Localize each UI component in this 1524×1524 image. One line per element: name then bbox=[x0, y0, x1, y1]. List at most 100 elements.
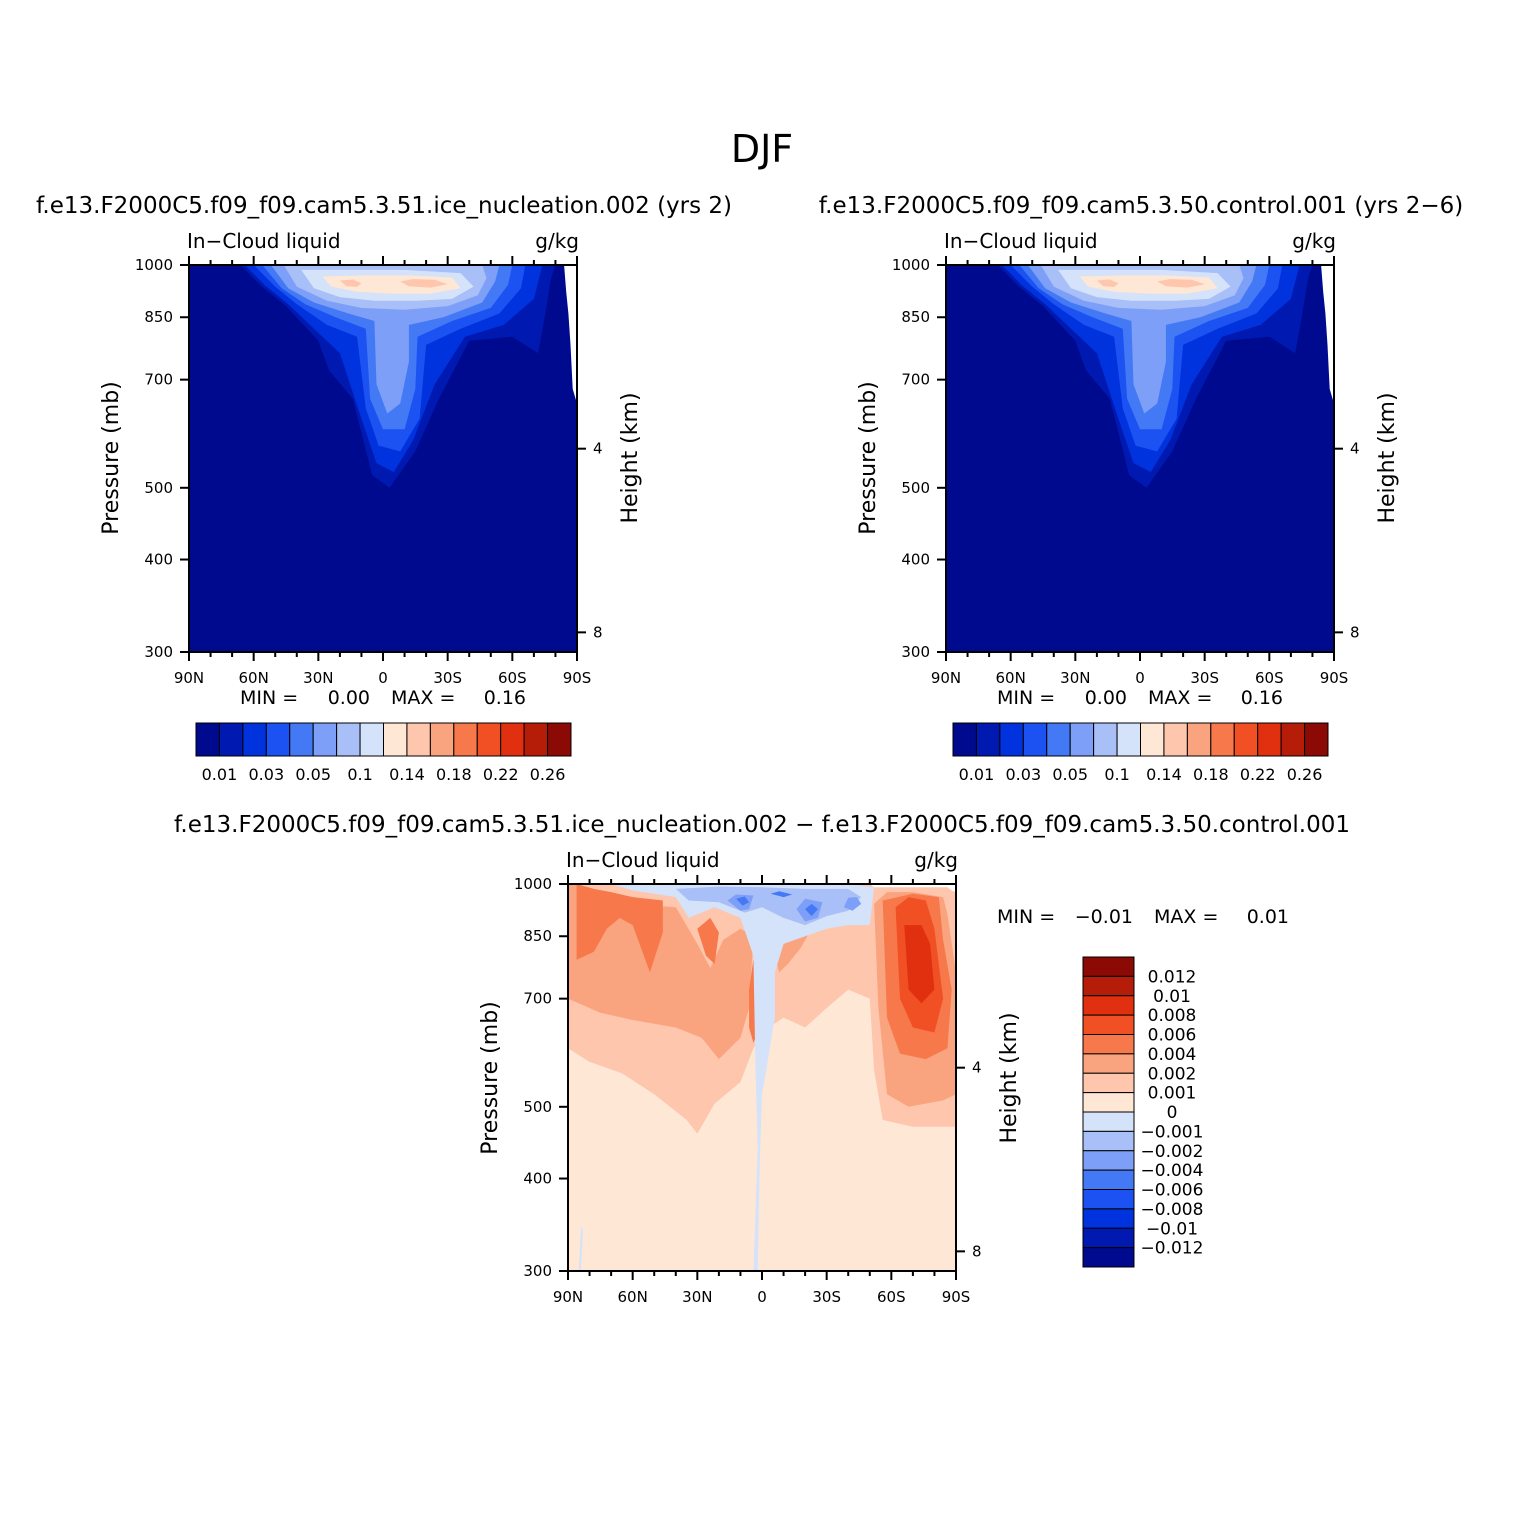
x-tick-label: 30S bbox=[433, 669, 462, 687]
colorbar-swatch bbox=[500, 722, 525, 757]
contour-fill bbox=[736, 896, 750, 906]
y-tick-label: 700 bbox=[901, 371, 930, 389]
x-tick-label: 30S bbox=[1190, 669, 1219, 687]
colorbar-label: 0.1 bbox=[347, 765, 372, 784]
min-label: MIN = bbox=[997, 906, 1055, 928]
x-tick-label: 60N bbox=[996, 669, 1026, 687]
colorbar-label: 0.26 bbox=[1287, 765, 1323, 784]
contour-fill bbox=[1157, 279, 1205, 288]
colorbar-swatch bbox=[336, 722, 361, 757]
units-label: g/kg bbox=[1292, 229, 1336, 253]
y2-axis-label: Height (km) bbox=[1375, 392, 1400, 523]
colorbar-label: 0.18 bbox=[1193, 765, 1229, 784]
colorbar-swatch bbox=[952, 722, 977, 757]
colorbar-label: −0.01 bbox=[1146, 1219, 1198, 1239]
min-label: MIN = bbox=[997, 687, 1055, 709]
colorbar-swatch bbox=[1082, 1189, 1135, 1210]
x-tick-label: 30S bbox=[812, 1288, 841, 1306]
colorbar-swatch bbox=[1186, 722, 1212, 757]
y-tick-label: 300 bbox=[144, 643, 173, 661]
y-tick-label: 500 bbox=[144, 479, 173, 497]
min-value: 0.00 bbox=[328, 687, 370, 709]
y-tick-label: 700 bbox=[523, 990, 552, 1008]
y-tick-label: 1000 bbox=[135, 256, 173, 274]
y-tick-label: 850 bbox=[144, 308, 173, 326]
colorbar-label: 0.004 bbox=[1148, 1045, 1197, 1065]
min-value: 0.00 bbox=[1085, 687, 1127, 709]
colorbar-swatch bbox=[1082, 1169, 1135, 1190]
y-axis: 300 400 500 700 850 1000 bbox=[135, 256, 189, 661]
y2-tick-label: 8 bbox=[972, 1242, 982, 1260]
chart-panel-left: f.e13.F2000C5.f09_f09.cam5.3.51.ice_nucl… bbox=[36, 193, 732, 784]
y2-tick-label: 8 bbox=[593, 623, 603, 641]
y-tick-label: 400 bbox=[901, 551, 930, 569]
missing-data-region bbox=[564, 265, 577, 404]
x-tick-label: 90N bbox=[174, 669, 204, 687]
variable-label: In−Cloud liquid bbox=[187, 229, 341, 253]
colorbar-label: 0.03 bbox=[249, 765, 285, 784]
y-tick-label: 300 bbox=[523, 1262, 552, 1280]
y-tick-label: 500 bbox=[901, 479, 930, 497]
y-tick-label: 300 bbox=[901, 643, 930, 661]
colorbar-swatch bbox=[1082, 1227, 1135, 1249]
colorbar-label: 0.14 bbox=[389, 765, 425, 784]
max-label: MAX = bbox=[1148, 687, 1212, 709]
max-value: 0.16 bbox=[1241, 687, 1283, 709]
y2-axis-label: Height (km) bbox=[618, 392, 643, 523]
colorbar-swatch bbox=[1093, 722, 1118, 757]
colorbar-swatch bbox=[1116, 722, 1141, 757]
colorbar-label: 0 bbox=[1167, 1103, 1178, 1123]
contour-fill bbox=[568, 884, 754, 1060]
contour-fill bbox=[843, 897, 862, 911]
colorbar-swatch bbox=[1082, 1092, 1135, 1113]
x-axis: 90N 60N 30N 0 30S 60S 90S bbox=[553, 875, 970, 1306]
chart-title: f.e13.F2000C5.f09_f09.cam5.3.51.ice_nucl… bbox=[174, 812, 1350, 838]
colorbar-label: −0.001 bbox=[1141, 1122, 1204, 1142]
colorbar-swatch bbox=[523, 722, 549, 757]
colorbar-label: 0.01 bbox=[202, 765, 238, 784]
x-tick-label: 90S bbox=[942, 1288, 971, 1306]
colorbar-swatch bbox=[289, 722, 314, 757]
y-tick-label: 400 bbox=[523, 1170, 552, 1188]
colorbar-label: 0.01 bbox=[1153, 987, 1191, 1007]
contour-fill bbox=[904, 925, 935, 1004]
y2-axis: 48 bbox=[577, 440, 603, 641]
colorbar-swatch bbox=[1082, 1014, 1135, 1035]
contour-fill bbox=[578, 1226, 584, 1271]
contour-fill bbox=[1096, 279, 1119, 287]
y2-axis: 48 bbox=[956, 1059, 982, 1260]
colorbar-swatch bbox=[1140, 722, 1165, 757]
y2-tick-label: 4 bbox=[593, 440, 603, 458]
y-tick-label: 700 bbox=[144, 371, 173, 389]
y-tick-label: 500 bbox=[523, 1098, 552, 1116]
colorbar-swatch bbox=[383, 722, 408, 757]
colorbar-label: 0.14 bbox=[1146, 765, 1182, 784]
colorbar-label: 0.18 bbox=[436, 765, 472, 784]
colorbar-swatch bbox=[975, 722, 1001, 757]
units-label: g/kg bbox=[914, 848, 958, 872]
colorbar-label: 0.22 bbox=[1240, 765, 1276, 784]
colorbar-label: 0.05 bbox=[1052, 765, 1088, 784]
colorbar: 0.0120.010.0080.0060.0040.0020.0010−0.00… bbox=[1082, 956, 1204, 1268]
colorbar-label: 0.22 bbox=[483, 765, 519, 784]
y-tick-label: 850 bbox=[523, 927, 552, 945]
y-axis-label: Pressure (mb) bbox=[478, 1001, 503, 1155]
x-axis: 90N 60N 30N 0 30S 60S 90S bbox=[931, 256, 1348, 687]
colorbar-swatch bbox=[312, 722, 338, 757]
x-tick-label: 0 bbox=[757, 1288, 767, 1306]
max-value: 0.01 bbox=[1247, 906, 1289, 928]
x-tick-label: 60S bbox=[1255, 669, 1284, 687]
min-value: −0.01 bbox=[1075, 906, 1133, 928]
colorbar-swatch bbox=[406, 722, 431, 757]
colorbar-label: 0.05 bbox=[295, 765, 331, 784]
colorbar-swatch bbox=[359, 722, 384, 757]
colorbar: 0.01 0.03 0.05 0.1 0.14 0.18 0.22 0.26 bbox=[195, 722, 572, 784]
x-tick-label: 30N bbox=[682, 1288, 712, 1306]
contour-layer bbox=[946, 265, 1334, 652]
colorbar-swatch bbox=[1082, 1247, 1135, 1268]
x-tick-label: 90N bbox=[553, 1288, 583, 1306]
missing-data-region bbox=[1321, 265, 1334, 404]
variable-label: In−Cloud liquid bbox=[566, 848, 720, 872]
colorbar-swatch bbox=[999, 722, 1024, 757]
